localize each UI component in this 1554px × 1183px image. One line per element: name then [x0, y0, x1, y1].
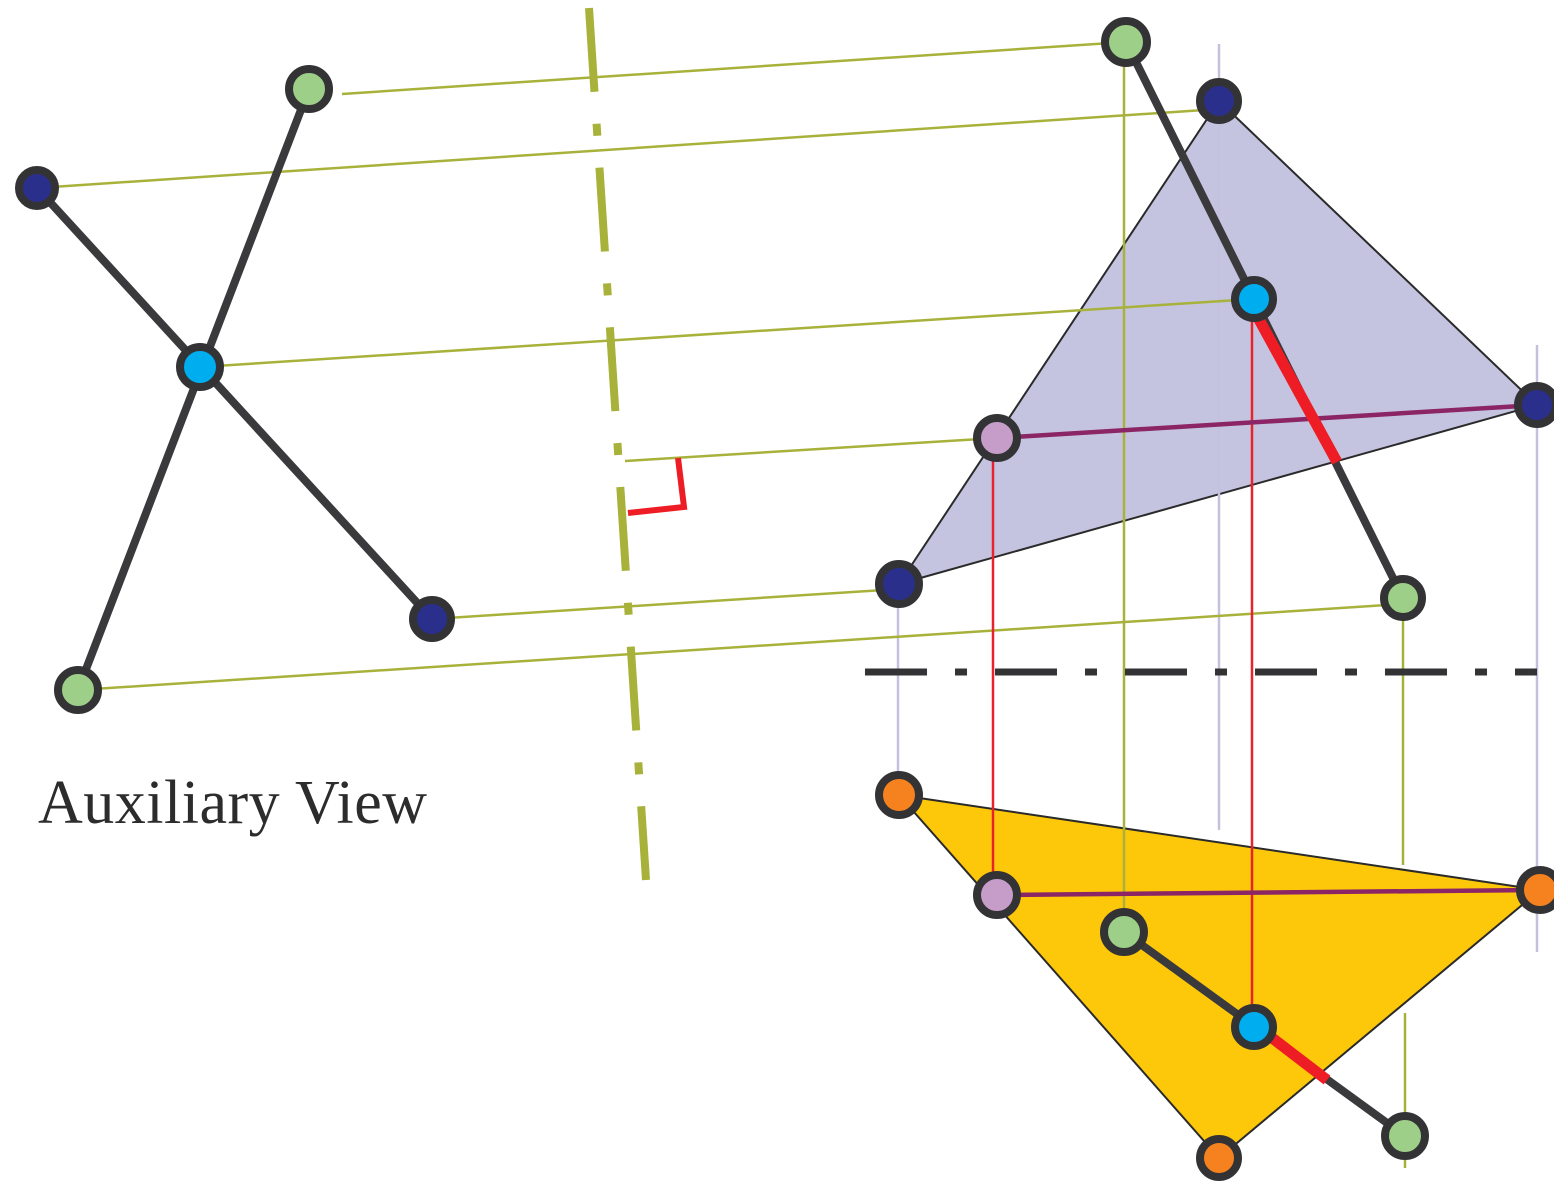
view-title: Auxiliary View	[38, 769, 428, 837]
node-green	[1100, 908, 1148, 956]
fold-line-auxiliary	[585, 7, 650, 881]
true-length-segments	[1251, 311, 1342, 1085]
node-navy	[15, 166, 59, 210]
node-navy	[1196, 78, 1242, 124]
node-green	[1381, 1112, 1429, 1160]
node-orange	[875, 771, 923, 819]
plane-lower-view	[896, 793, 1543, 1160]
right-angle-marker-icon	[627, 457, 688, 516]
projector-lines	[36, 40, 1407, 1168]
node-green	[54, 666, 102, 714]
node-cyan	[1231, 1004, 1277, 1050]
node-orange	[1516, 866, 1554, 914]
edge-lines	[996, 402, 1541, 898]
node-lilac	[973, 414, 1021, 462]
node-navy	[875, 560, 923, 608]
nodes	[15, 17, 1554, 1181]
node-green	[1101, 17, 1151, 67]
node-orange	[1196, 1135, 1242, 1181]
node-cyan	[1231, 276, 1277, 322]
node-navy	[409, 596, 455, 642]
node-lilac	[973, 871, 1021, 919]
node-green	[1380, 575, 1426, 621]
node-navy	[1514, 382, 1554, 428]
node-green	[285, 65, 333, 113]
node-cyan	[176, 343, 224, 391]
faint-projectors	[896, 44, 1539, 952]
